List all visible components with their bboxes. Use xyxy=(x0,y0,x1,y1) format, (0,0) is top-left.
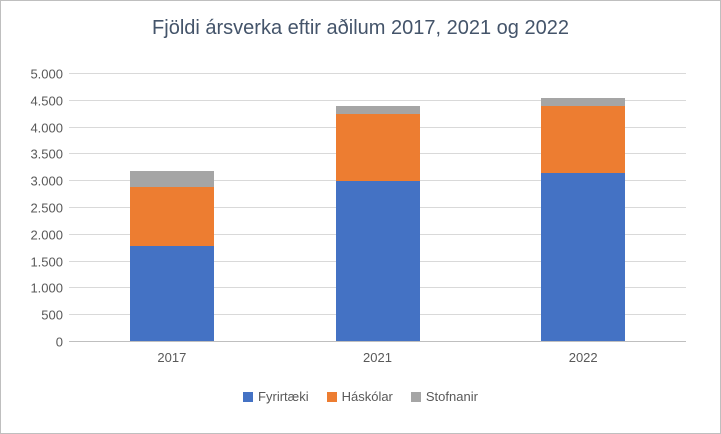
bar-segment-series-2-2022 xyxy=(541,98,626,107)
legend-swatch-icon xyxy=(410,391,421,402)
y-tick-label: 500 xyxy=(41,307,63,323)
legend-swatch-icon xyxy=(326,391,337,402)
gridline xyxy=(69,73,686,74)
y-tick-label: 5.000 xyxy=(30,66,63,82)
stacked-bar-2021 xyxy=(335,74,420,342)
legend-item-0: Fyrirtæki xyxy=(243,389,309,404)
bar-segment-series-1-2017 xyxy=(129,186,214,246)
y-tick-label: 0 xyxy=(55,334,63,350)
legend: Fyrirtæki Háskólar Stofnanir xyxy=(1,389,720,404)
legend-swatch-icon xyxy=(243,391,254,402)
chart-title: Fjöldi ársverka eftir aðilum 2017, 2021 … xyxy=(152,17,569,39)
bar-column-2017 xyxy=(69,74,275,342)
bar-segment-series-2-2021 xyxy=(335,106,420,115)
y-tick-label: 4.500 xyxy=(30,93,63,109)
bar-segment-series-0-2017 xyxy=(129,245,214,342)
legend-label: Fyrirtæki xyxy=(258,389,309,404)
bar-column-2022 xyxy=(480,74,686,342)
y-tick-label: 1.500 xyxy=(30,254,63,270)
bar-segment-series-1-2022 xyxy=(541,106,626,174)
legend-label: Stofnanir xyxy=(425,389,478,404)
y-tick-label: 2.500 xyxy=(30,200,63,216)
legend-item-1: Háskólar xyxy=(326,389,393,404)
legend-item-2: Stofnanir xyxy=(410,389,478,404)
y-axis: 0 500 1.000 1.500 2.000 2.500 3.000 3.500 4.000 4… xyxy=(1,67,63,350)
stacked-bar-2017 xyxy=(129,74,214,342)
gridline xyxy=(69,99,686,101)
bar-segment-series-0-2022 xyxy=(541,173,626,342)
stacked-bar-2022 xyxy=(541,74,626,342)
x-axis: 2017 2021 2022 xyxy=(69,350,686,365)
x-tick-label: 2017 xyxy=(157,350,187,365)
y-tick-label: 3.000 xyxy=(30,173,63,189)
y-tick-label: 2.000 xyxy=(30,227,63,243)
x-tick-label: 2021 xyxy=(363,350,392,365)
bars-row xyxy=(69,74,686,342)
y-tick-label: 1.000 xyxy=(30,280,63,296)
y-tick-label: 3.500 xyxy=(30,146,63,162)
x-tick-label: 2022 xyxy=(568,350,598,365)
bar-segment-series-2-2017 xyxy=(129,170,214,187)
bar-segment-series-0-2021 xyxy=(335,181,420,342)
y-tick-label: 4.000 xyxy=(30,120,63,136)
bar-segment-series-1-2021 xyxy=(335,114,420,182)
legend-label: Háskólar xyxy=(341,389,393,404)
x-axis-line xyxy=(69,341,686,342)
plot-area xyxy=(69,73,686,342)
bar-column-2021 xyxy=(275,74,481,342)
